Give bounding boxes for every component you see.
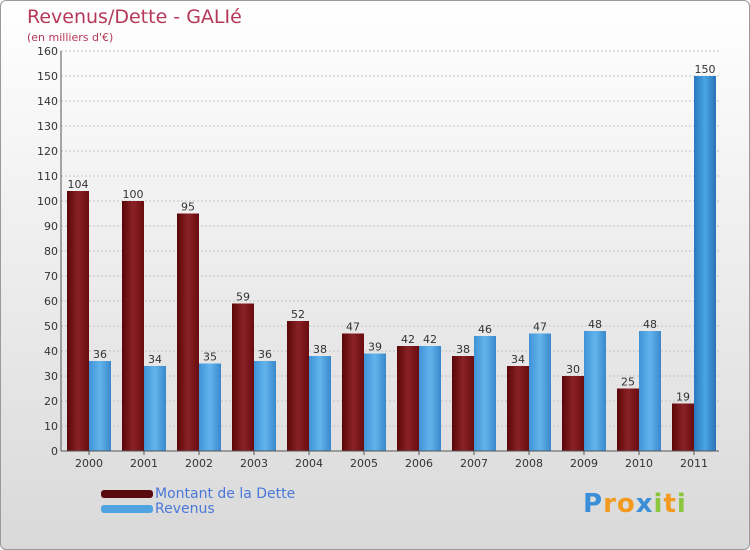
y-tick-label: 140: [37, 95, 58, 108]
bar-revenus: [694, 76, 716, 451]
data-label: 150: [695, 63, 716, 76]
data-label: 30: [566, 363, 580, 376]
data-label: 34: [511, 353, 525, 366]
data-label: 46: [478, 323, 492, 336]
bar-dette: [672, 403, 694, 451]
data-label: 47: [533, 321, 547, 334]
data-label: 104: [68, 178, 89, 191]
data-label: 48: [588, 318, 602, 331]
bar-dette: [232, 303, 254, 451]
y-tick-label: 110: [37, 170, 58, 183]
legend-label-revenus: Revenus: [155, 501, 215, 517]
data-label: 100: [123, 188, 144, 201]
chart-title: Revenus/Dette - GALIé: [27, 6, 242, 28]
data-label: 19: [676, 391, 690, 404]
x-tick-label: 2006: [405, 457, 433, 470]
logo-letter: i: [653, 489, 664, 519]
data-label: 59: [236, 291, 250, 304]
bar-revenus: [529, 333, 551, 451]
x-tick-label: 2001: [130, 457, 158, 470]
x-tick-label: 2003: [240, 457, 268, 470]
bar-revenus: [364, 353, 386, 451]
bar-revenus: [254, 361, 276, 451]
logo-letter: t: [663, 489, 677, 519]
y-tick-label: 160: [37, 45, 58, 58]
legend-swatch-dette: [101, 490, 153, 498]
logo-letter: i: [676, 489, 687, 519]
bar-dette: [562, 376, 584, 451]
legend-swatch-revenus: [101, 505, 153, 513]
bar-dette: [287, 321, 309, 451]
bar-revenus: [584, 331, 606, 451]
data-label: 36: [93, 348, 107, 361]
x-tick-label: 2009: [570, 457, 598, 470]
y-tick-label: 10: [44, 420, 58, 433]
y-tick-label: 70: [44, 270, 58, 283]
bar-revenus: [474, 336, 496, 451]
x-tick-label: 2011: [680, 457, 708, 470]
logo-letter: r: [603, 489, 617, 519]
x-tick-label: 2004: [295, 457, 323, 470]
y-tick-label: 130: [37, 120, 58, 133]
logo-letter: x: [635, 489, 654, 519]
bar-dette: [122, 201, 144, 451]
logo-letter: P: [583, 489, 604, 519]
y-tick-label: 0: [51, 445, 58, 458]
x-tick-label: 2005: [350, 457, 378, 470]
data-label: 39: [368, 341, 382, 354]
bar-revenus: [419, 346, 441, 451]
bar-dette: [507, 366, 529, 451]
bar-revenus: [89, 361, 111, 451]
data-label: 38: [313, 343, 327, 356]
labels-layer: 104 36 100 34 95 35 59 36 52 38 47 39 42 42 38 46 34 47 30…: [68, 63, 716, 404]
chart-subtitle: (en milliers d'€): [27, 31, 114, 44]
grid-layer: [61, 50, 719, 452]
y-tick-label: 60: [44, 295, 58, 308]
data-label: 34: [148, 353, 162, 366]
data-label: 95: [181, 201, 195, 214]
logo-letter: o: [616, 489, 636, 519]
data-label: 52: [291, 308, 305, 321]
x-tick-label: 2000: [75, 457, 103, 470]
legend-label-dette: Montant de la Dette: [155, 486, 296, 502]
bars-layer: [67, 76, 716, 451]
bar-dette: [617, 388, 639, 451]
bar-dette: [67, 191, 89, 451]
y-tick-label: 80: [44, 245, 58, 258]
x-tick-label: 2007: [460, 457, 488, 470]
proxiti-logo: Proxiti: [583, 489, 687, 519]
axis-layer: 0 10 20 30 40 50 60 70 80 90 100 110 120 130 140 150 160…: [37, 45, 719, 470]
bar-dette: [177, 213, 199, 451]
bar-dette: [397, 346, 419, 451]
x-tick-label: 2008: [515, 457, 543, 470]
data-label: 42: [401, 333, 415, 346]
data-label: 25: [621, 376, 635, 389]
bar-revenus: [639, 331, 661, 451]
y-tick-label: 50: [44, 320, 58, 333]
bar-revenus: [199, 363, 221, 451]
data-label: 47: [346, 321, 360, 334]
data-label: 38: [456, 343, 470, 356]
y-tick-label: 120: [37, 145, 58, 158]
x-tick-label: 2010: [625, 457, 653, 470]
y-tick-label: 30: [44, 370, 58, 383]
y-tick-label: 20: [44, 395, 58, 408]
y-tick-label: 40: [44, 345, 58, 358]
y-tick-label: 90: [44, 220, 58, 233]
bar-dette: [452, 356, 474, 451]
bar-revenus: [144, 366, 166, 451]
data-label: 42: [423, 333, 437, 346]
bar-revenus: [309, 356, 331, 451]
data-label: 48: [643, 318, 657, 331]
data-label: 36: [258, 348, 272, 361]
bar-dette: [342, 333, 364, 451]
x-tick-label: 2002: [185, 457, 213, 470]
y-tick-label: 100: [37, 195, 58, 208]
data-label: 35: [203, 351, 217, 364]
y-tick-label: 150: [37, 70, 58, 83]
